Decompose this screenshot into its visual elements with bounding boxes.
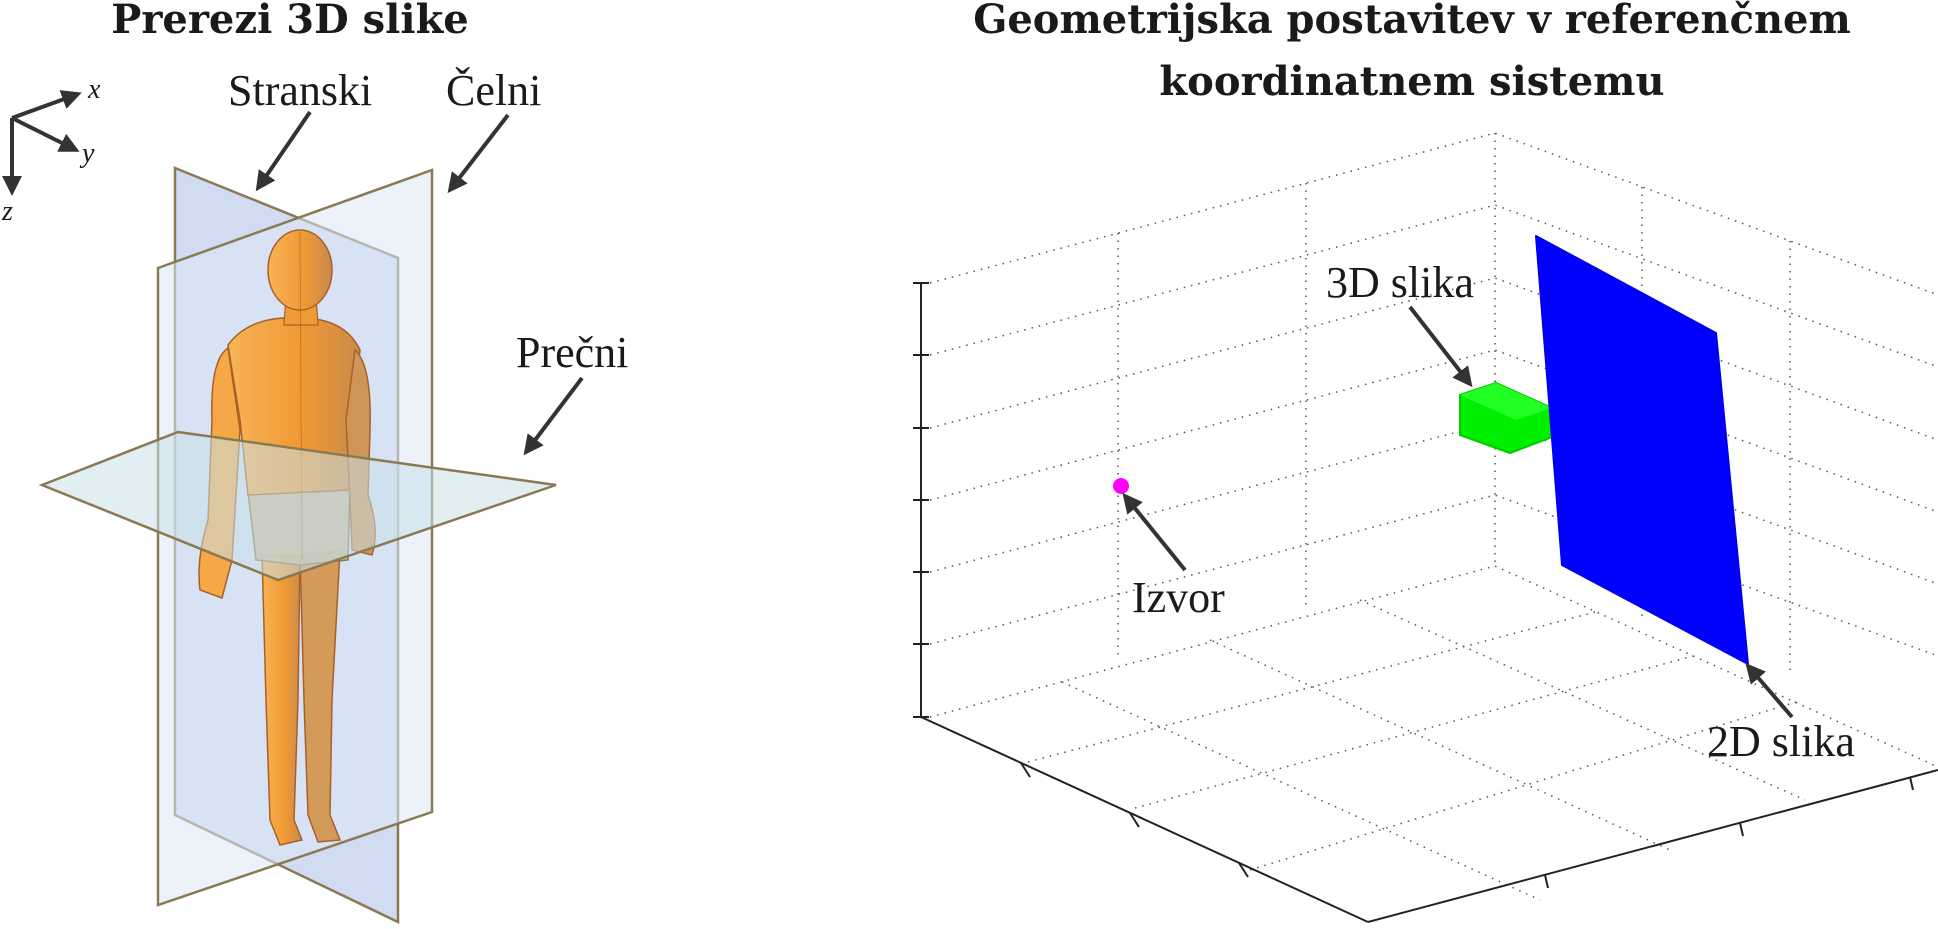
z-axis-label: z bbox=[1, 196, 13, 227]
grid-lines bbox=[929, 132, 1938, 901]
transverse-plane bbox=[38, 430, 557, 582]
y-axis-label: y bbox=[79, 138, 95, 169]
source-arrow bbox=[1122, 492, 1187, 572]
volume-arrow bbox=[1408, 305, 1473, 388]
detector-panel bbox=[1535, 235, 1749, 665]
sagittal-plane-label: Stranski bbox=[228, 66, 372, 115]
right-panel-title-line2: koordinatnem sistemu bbox=[1159, 58, 1664, 105]
axis-triad bbox=[2, 90, 82, 196]
sagittal-arrow bbox=[255, 110, 312, 192]
transverse-plane-label: Prečni bbox=[516, 328, 628, 377]
detector-label: 2D slika bbox=[1707, 717, 1855, 766]
x-ticks bbox=[1020, 762, 1249, 878]
volume-label: 3D slika bbox=[1326, 258, 1474, 307]
y-axis-arrow bbox=[11, 116, 80, 152]
y-axis-line bbox=[1367, 769, 1938, 923]
z-ticks bbox=[913, 282, 929, 718]
y-ticks bbox=[1544, 776, 1914, 889]
detector-arrow bbox=[1745, 662, 1794, 719]
x-axis-label: x bbox=[87, 74, 101, 105]
right-panel: Geometrijska postavitev v referenčnem ko… bbox=[913, 0, 1938, 923]
source-label: Izvor bbox=[1132, 573, 1225, 622]
coronal-arrow bbox=[447, 113, 510, 194]
x-axis-line bbox=[920, 716, 1369, 923]
coronal-plane-label: Čelni bbox=[446, 66, 541, 115]
source-point bbox=[1113, 478, 1129, 494]
right-panel-title-line1: Geometrijska postavitev v referenčnem bbox=[973, 0, 1851, 43]
transverse-arrow bbox=[523, 376, 584, 456]
left-panel: Prerezi 3D slike x y z bbox=[1, 0, 628, 924]
left-panel-title: Prerezi 3D slike bbox=[111, 0, 468, 43]
volume-3d bbox=[1459, 381, 1553, 455]
x-axis-arrow bbox=[11, 90, 82, 120]
axes-3d bbox=[913, 132, 1938, 923]
